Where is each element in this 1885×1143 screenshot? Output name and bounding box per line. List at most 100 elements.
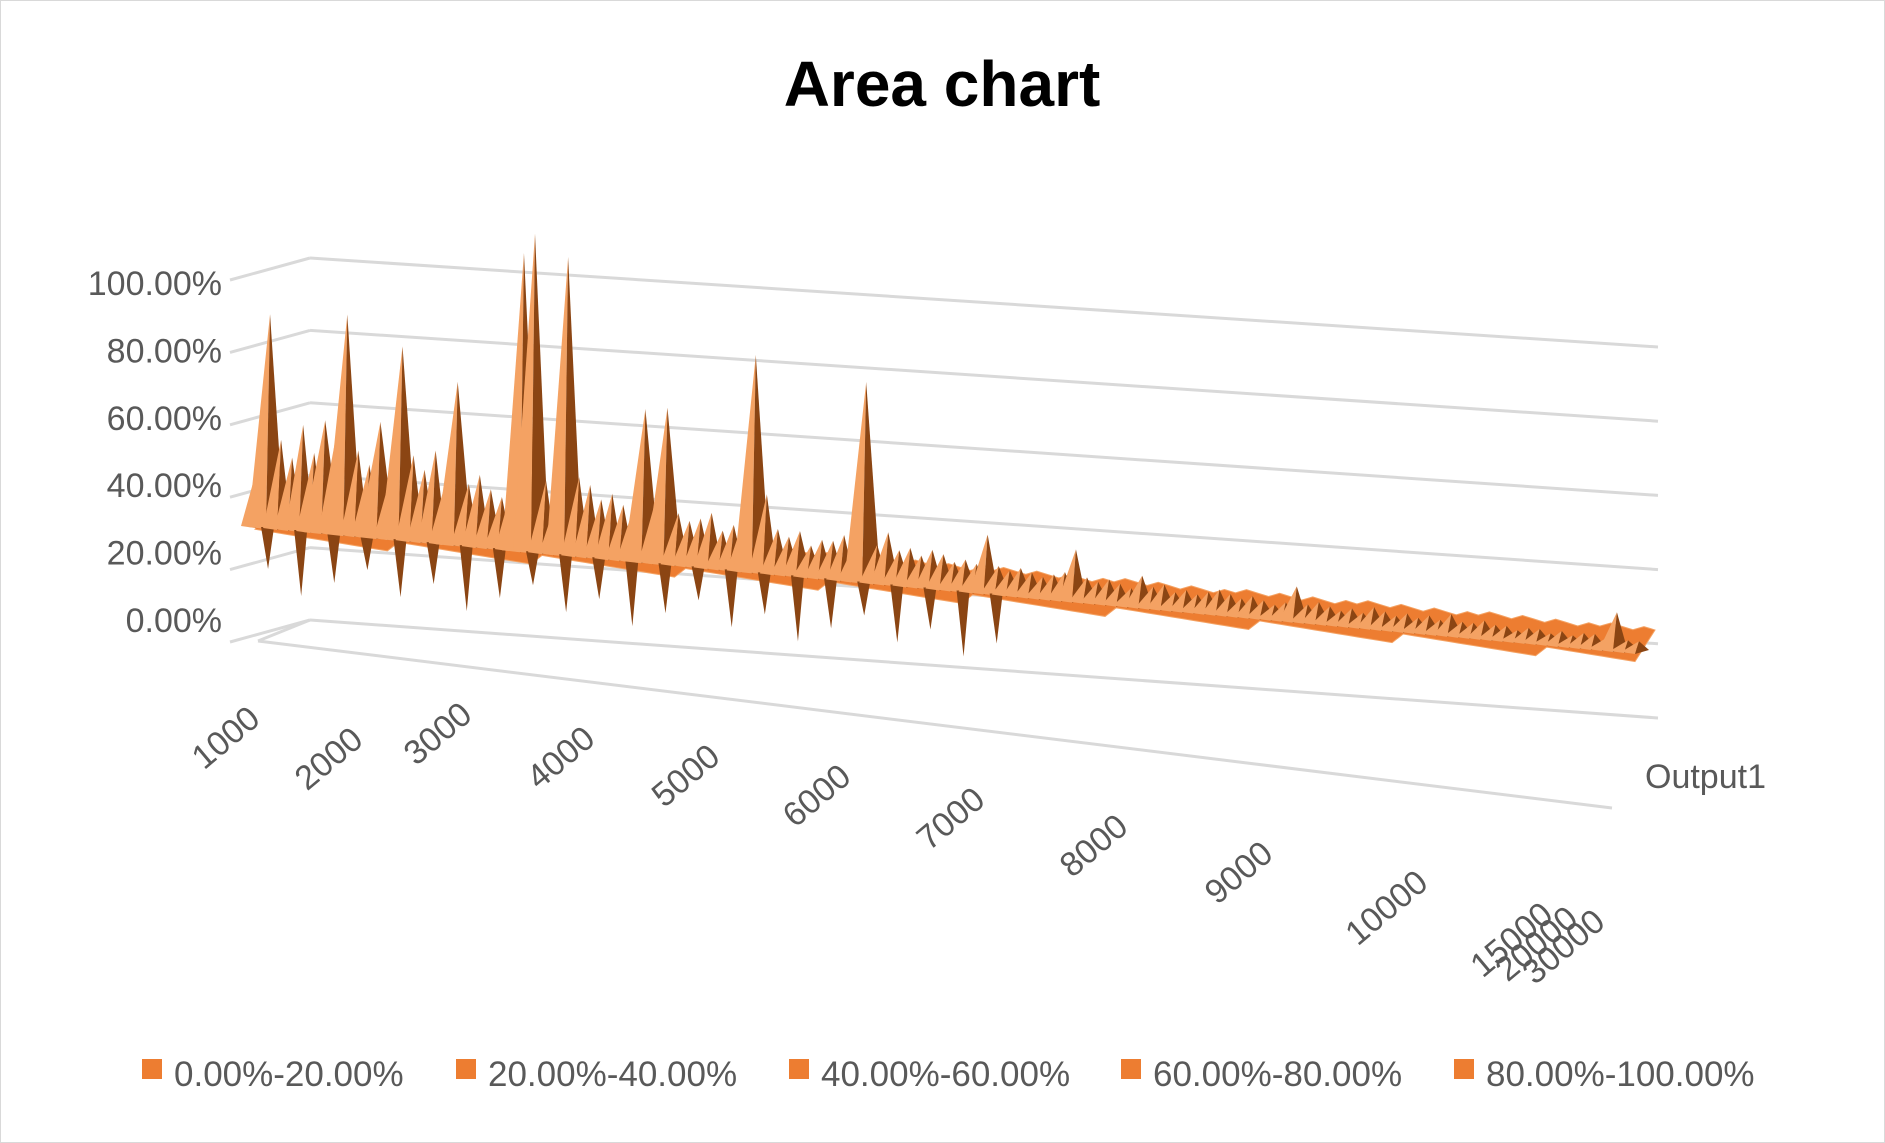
y-tick-label: 100.00% (88, 265, 222, 303)
legend-entry[interactable]: 60.00%-80.00% (1153, 1055, 1402, 1094)
surface-spike-light (263, 439, 282, 531)
surface-dip (459, 545, 473, 612)
surface-spike-light (815, 540, 834, 581)
surface-spike-light (1168, 589, 1187, 613)
surface-spike-light (1389, 613, 1408, 633)
surface-dip (923, 587, 937, 630)
surface-spike-light (1510, 627, 1529, 644)
surface-spike-light (682, 518, 701, 569)
x-tick-label: 1000 (185, 699, 267, 777)
surface-spike-light (859, 544, 878, 585)
surface-spike-light (645, 407, 668, 566)
gridline-stub (229, 256, 311, 282)
surface-spike-light (1378, 615, 1397, 632)
surface-spike-dark (862, 381, 881, 584)
gridline-stub (229, 618, 311, 644)
surface-spike-light (704, 530, 723, 571)
surface-spike-light (395, 455, 414, 543)
surface-spike-light (1345, 612, 1363, 629)
surface-spike-light (285, 424, 304, 533)
surface-dip (261, 527, 275, 570)
surface-spike-dark (1612, 612, 1627, 652)
surface-spike-dark (1635, 641, 1649, 654)
surface-spike-light (733, 355, 756, 574)
surface-spike-light (303, 420, 326, 535)
surface-spike-light (903, 555, 922, 589)
surface-spike-light (406, 469, 425, 544)
surface-spike-light (1024, 576, 1043, 600)
surface-spike-light (693, 512, 712, 570)
surface-dip (989, 593, 1003, 644)
surface-spike-light (594, 493, 613, 561)
surface-spike-light (1455, 622, 1474, 639)
surface-spike-light (969, 534, 988, 595)
surface-spike-light (1234, 595, 1253, 619)
surface-spike-light (1102, 583, 1121, 607)
surface-spike-light (450, 483, 469, 548)
surface-spike-light (1179, 594, 1198, 614)
surface-spike-light (1367, 611, 1386, 631)
surface-spike-light (1333, 608, 1352, 628)
surface-spike-light (1521, 628, 1540, 645)
legend[interactable]: 0.00%-20.00% 20.00%-40.00% 40.00%-60.00% 60… (142, 1055, 1755, 1094)
surface-spike-light (605, 504, 624, 562)
surface-spike-light (1356, 606, 1375, 630)
surface-spike-light (1543, 630, 1562, 647)
surface-spike-light (248, 314, 271, 530)
surface-spike-light (1411, 615, 1430, 635)
surface-spike-light (572, 484, 591, 559)
x-axis-ticks: 1000 2000 3000 4000 5000 6000 7000 8000 9000 1000… (185, 695, 1612, 992)
gridline (309, 328, 1659, 423)
surface-spike-light (980, 565, 999, 596)
x-tick-label: 2000 (288, 720, 370, 798)
y-tick-label: 60.00% (107, 400, 222, 438)
surface-spike-light (528, 480, 547, 555)
surface-spike-light (1532, 633, 1551, 646)
x-tick-label: 6000 (776, 757, 858, 835)
surface-spike-light (925, 554, 944, 591)
surface-spike-light (947, 559, 966, 593)
surface-spike-light (1278, 586, 1297, 623)
y-axis-ticks: 0.00% 20.00% 40.00% 60.00% 80.00% 100.00% (88, 265, 222, 640)
x-tick-label: 8000 (1053, 807, 1135, 885)
legend-entry[interactable]: 0.00%-20.00% (174, 1055, 404, 1094)
surface-dip (625, 560, 639, 627)
surface-spike-light (1223, 598, 1242, 618)
x-tick-label: 4000 (520, 719, 602, 797)
surface-spike-light (1422, 619, 1441, 636)
surface-spike-light (892, 547, 911, 588)
x-tick-label: 3000 (397, 695, 479, 773)
x-tick-label: 9000 (1198, 834, 1280, 912)
surface-spike-light (881, 550, 900, 587)
surface-spike-light (1477, 624, 1496, 641)
legend-entry[interactable]: 80.00%-100.00% (1486, 1055, 1755, 1094)
surface-spike-light (435, 381, 458, 547)
surface-dip (592, 557, 606, 600)
surface-dip (360, 536, 374, 571)
legend-entry[interactable]: 40.00%-60.00% (821, 1055, 1070, 1094)
surface-dip (426, 542, 440, 585)
surface-dip (658, 563, 672, 614)
surface-dip (956, 590, 970, 657)
surface-spike-light (844, 381, 867, 584)
surface-spike-light (870, 532, 889, 586)
y-tick-label: 40.00% (107, 467, 222, 505)
surface-dip (691, 566, 705, 601)
surface-spike-light (1002, 567, 1021, 598)
surface-dip (890, 584, 904, 643)
surface-spike-light (358, 421, 381, 540)
surface-spike-light (1013, 572, 1032, 599)
surface-spike-light (340, 450, 359, 538)
surface-spike-light (1190, 591, 1209, 615)
surface-spike-light (1035, 574, 1054, 601)
surface-spike-dark (531, 233, 549, 554)
surface-dip (294, 530, 308, 597)
legend-swatch (1454, 1059, 1474, 1079)
y-tick-label: 80.00% (107, 332, 222, 370)
floor-left-edge (257, 618, 311, 643)
legend-entry[interactable]: 20.00%-40.00% (488, 1055, 737, 1094)
surface-dip (327, 533, 341, 584)
surface-dip (492, 548, 506, 599)
surface-spike-light (1322, 610, 1341, 627)
surface-spike-light (561, 477, 580, 558)
